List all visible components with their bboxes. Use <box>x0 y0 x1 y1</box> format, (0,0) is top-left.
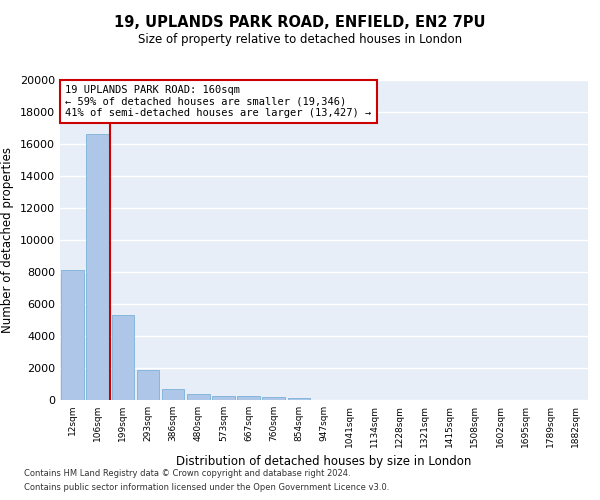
Y-axis label: Number of detached properties: Number of detached properties <box>1 147 14 333</box>
Bar <box>112 315 134 400</box>
Text: 19 UPLANDS PARK ROAD: 160sqm
← 59% of detached houses are smaller (19,346)
41% o: 19 UPLANDS PARK ROAD: 160sqm ← 59% of de… <box>65 85 371 118</box>
X-axis label: Distribution of detached houses by size in London: Distribution of detached houses by size … <box>176 456 472 468</box>
Bar <box>287 398 310 400</box>
Bar <box>187 394 209 400</box>
Bar <box>262 397 285 400</box>
Text: Size of property relative to detached houses in London: Size of property relative to detached ho… <box>138 32 462 46</box>
Bar <box>162 389 184 400</box>
Text: 19, UPLANDS PARK ROAD, ENFIELD, EN2 7PU: 19, UPLANDS PARK ROAD, ENFIELD, EN2 7PU <box>114 15 486 30</box>
Bar <box>237 396 260 400</box>
Bar <box>61 270 84 400</box>
Text: Contains public sector information licensed under the Open Government Licence v3: Contains public sector information licen… <box>24 484 389 492</box>
Text: Contains HM Land Registry data © Crown copyright and database right 2024.: Contains HM Land Registry data © Crown c… <box>24 468 350 477</box>
Bar <box>86 134 109 400</box>
Bar <box>212 396 235 400</box>
Bar <box>137 370 160 400</box>
